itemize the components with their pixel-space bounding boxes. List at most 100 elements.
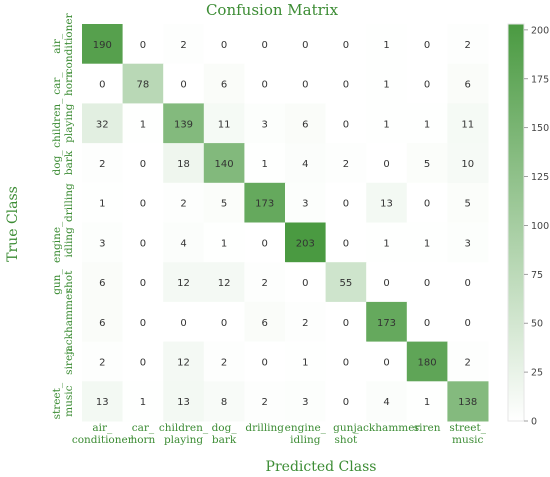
heatmap-cell-label: 0	[343, 119, 349, 130]
heatmap-cell	[122, 341, 164, 382]
heatmap-cell	[447, 301, 489, 343]
heatmap-cell-label: 138	[458, 397, 477, 408]
heatmap-cell	[82, 381, 124, 422]
heatmap-cell-label: 0	[343, 357, 349, 368]
heatmap-cell-label: 13	[177, 397, 190, 408]
heatmap-cells	[82, 24, 489, 422]
heatmap-cell-label: 0	[383, 159, 389, 170]
heatmap-cell-label: 2	[262, 397, 268, 408]
heatmap-cell-label: 12	[177, 357, 190, 368]
heatmap-cell-label: 6	[99, 318, 105, 329]
colorbar-tick-label: 50	[531, 319, 543, 330]
heatmap-cell-label: 190	[93, 40, 112, 51]
heatmap-cell-label: 1	[99, 199, 105, 210]
colorbar-tick-label: 200	[531, 25, 549, 36]
heatmap-cell-label: 1	[424, 397, 430, 408]
heatmap-cell-label: 1	[140, 397, 146, 408]
heatmap-cell	[366, 182, 408, 223]
heatmap-cell-label: 3	[465, 238, 471, 249]
heatmap-cell-label: 0	[262, 238, 268, 249]
heatmap-cell	[163, 222, 205, 263]
heatmap-cell	[366, 103, 408, 144]
heatmap-cell-label: 78	[137, 80, 150, 91]
heatmap-cell	[82, 182, 124, 223]
heatmap-cell-label: 2	[465, 357, 471, 368]
colorbar-tick-label: 25	[531, 368, 543, 379]
heatmap-cell	[325, 301, 367, 343]
heatmap-cell	[163, 143, 205, 184]
heatmap-cell	[366, 143, 408, 184]
heatmap-cell	[285, 143, 327, 184]
x-axis-label: Predicted Class	[266, 459, 377, 475]
heatmap-cell	[244, 24, 286, 65]
heatmap-cell	[122, 222, 164, 263]
heatmap-cell-label: 8	[221, 397, 227, 408]
y-tick-label: gun_shot	[51, 269, 75, 295]
heatmap-cell-label: 1	[302, 357, 308, 368]
heatmap-cell	[447, 143, 489, 184]
heatmap-cell-label: 55	[340, 278, 353, 289]
heatmap-cell	[163, 262, 205, 303]
heatmap-cell	[82, 262, 124, 303]
heatmap-cell-label: 6	[262, 318, 268, 329]
heatmap-cell-label: 0	[262, 357, 268, 368]
heatmap-cell	[447, 222, 489, 263]
heatmap-cell	[325, 182, 367, 223]
heatmap-cell	[366, 63, 408, 104]
heatmap-cell	[285, 301, 327, 343]
heatmap-cell	[366, 24, 408, 65]
heatmap-cell	[406, 182, 448, 223]
heatmap-cell-label: 0	[343, 397, 349, 408]
heatmap-cell	[203, 341, 245, 382]
heatmap-cell-label: 0	[383, 357, 389, 368]
heatmap-cell-label: 2	[99, 357, 105, 368]
heatmap-cell-label: 5	[465, 199, 471, 210]
x-tick-label: dog_ bark	[212, 422, 238, 446]
heatmap-cell-label: 13	[96, 397, 109, 408]
heatmap-cell-label: 0	[424, 199, 430, 210]
colorbar-tick-label: 100	[531, 221, 549, 232]
heatmap-cell-label: 4	[383, 397, 389, 408]
heatmap-cell	[325, 381, 367, 422]
heatmap-cell	[285, 182, 327, 223]
heatmap-cell-label: 2	[99, 159, 105, 170]
heatmap-cell	[203, 63, 245, 104]
heatmap-cell	[366, 301, 408, 343]
heatmap-cell-label: 2	[262, 278, 268, 289]
x-tick-label: gun_ shot	[333, 422, 359, 446]
heatmap-cell	[366, 341, 408, 382]
heatmap-cell	[163, 63, 205, 104]
heatmap-cell-label: 0	[140, 199, 146, 210]
heatmap-cell	[366, 222, 408, 263]
heatmap-cell	[406, 301, 448, 343]
heatmap-cell-label: 10	[461, 159, 474, 170]
heatmap-cell	[122, 103, 164, 144]
heatmap-cell-label: 0	[343, 80, 349, 91]
heatmap-cell	[406, 24, 448, 65]
heatmap-cell-label: 0	[302, 80, 308, 91]
heatmap-cell-label: 6	[302, 119, 308, 130]
heatmap-cell-label: 11	[218, 119, 231, 130]
heatmap-cell-label: 2	[180, 199, 186, 210]
heatmap-cell	[203, 143, 245, 184]
heatmap-cell	[447, 262, 489, 303]
heatmap-cell-label: 5	[221, 199, 227, 210]
colorbar-tick-label: 175	[531, 74, 549, 85]
heatmap-cell	[82, 301, 124, 343]
heatmap-cell-label: 0	[465, 318, 471, 329]
heatmap-cell	[244, 381, 286, 422]
heatmap-cell	[163, 341, 205, 382]
heatmap-cell	[244, 301, 286, 343]
heatmap-cell	[325, 63, 367, 104]
heatmap-cell-label: 32	[96, 119, 109, 130]
y-tick-label: drilling	[63, 183, 75, 222]
heatmap-cell	[447, 341, 489, 382]
heatmap-cell-label: 12	[218, 278, 231, 289]
heatmap-cell-label: 4	[302, 159, 308, 170]
heatmap-cell	[203, 262, 245, 303]
heatmap-cell	[244, 182, 286, 223]
heatmap-cell	[163, 182, 205, 223]
heatmap-cell	[244, 341, 286, 382]
